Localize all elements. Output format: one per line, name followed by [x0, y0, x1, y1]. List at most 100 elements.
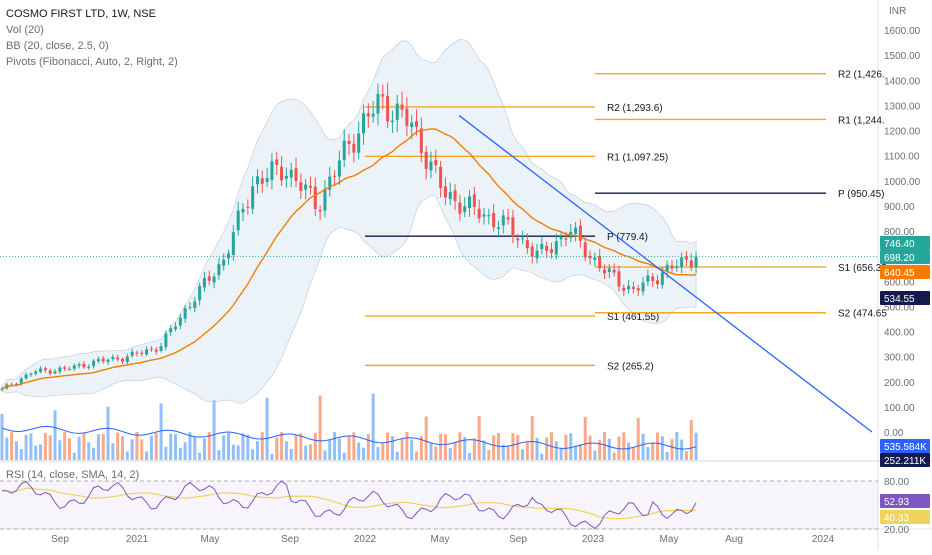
volume-bar-111 — [535, 437, 539, 460]
candle-body-39 — [188, 306, 192, 308]
candle-body-136 — [656, 280, 660, 285]
volume-bar-141 — [680, 439, 684, 460]
candle-body-61 — [294, 168, 298, 181]
volume-bar-13 — [63, 432, 67, 460]
volume-bar-48 — [231, 444, 235, 460]
volume-bar-32 — [154, 432, 158, 460]
candle-body-38 — [183, 308, 187, 319]
candle-body-52 — [251, 186, 255, 209]
price-badge-0-bg — [880, 236, 930, 250]
volume-bar-34 — [164, 446, 168, 460]
candle-body-65 — [313, 186, 317, 210]
candle-body-42 — [202, 277, 206, 288]
volume-bar-61 — [294, 434, 298, 460]
volume-bar-69 — [333, 432, 337, 460]
volume-bar-39 — [188, 432, 192, 460]
candle-body-81 — [390, 120, 394, 122]
candle-body-70 — [337, 160, 341, 177]
y-tick-5: 1100.00 — [884, 152, 920, 163]
candle-body-123 — [593, 257, 597, 260]
volume-bar-131 — [631, 447, 635, 460]
pivot-old-label-0: R2 (1,293.6) — [607, 103, 663, 114]
candle-body-95 — [458, 202, 462, 214]
candle-body-54 — [260, 178, 264, 184]
volume-bar-135 — [651, 443, 655, 460]
candle-body-34 — [164, 333, 168, 348]
volume-bar-92 — [443, 434, 447, 460]
volume-bar-107 — [516, 434, 520, 460]
pivot-new-label-4: S2 (474.65 — [838, 309, 887, 320]
volume-bar-86 — [415, 451, 419, 460]
candle-body-103 — [496, 227, 500, 230]
volume-bar-71 — [342, 452, 346, 460]
volume-bar-97 — [468, 452, 472, 460]
rsi-legend: RSI (14, close, SMA, 14, 2) — [6, 469, 140, 481]
volume-badge-0-bg — [880, 439, 930, 453]
bollinger-basis — [1, 128, 697, 390]
volume-bar-31 — [149, 436, 153, 460]
candle-body-105 — [506, 217, 510, 220]
candle-body-116 — [559, 236, 563, 240]
candle-body-108 — [521, 238, 525, 240]
volume-bar-105 — [506, 445, 510, 460]
candle-body-49 — [236, 210, 240, 231]
candle-body-76 — [366, 113, 370, 117]
volume-bar-17 — [82, 432, 86, 460]
rsi-ma-line — [1, 487, 697, 520]
candle-body-139 — [670, 265, 674, 269]
candle-body-126 — [607, 268, 611, 272]
volume-bar-118 — [569, 433, 573, 460]
volume-bar-139 — [670, 439, 674, 460]
volume-bar-70 — [337, 438, 341, 460]
candle-body-56 — [270, 161, 274, 180]
volume-bar-78 — [376, 446, 380, 460]
candle-body-99 — [477, 208, 481, 219]
volume-bar-36 — [174, 434, 178, 460]
volume-bar-115 — [554, 441, 558, 460]
volume-bar-119 — [574, 445, 578, 460]
volume-bar-144 — [694, 432, 698, 460]
volume-bar-121 — [583, 416, 587, 460]
candle-body-82 — [395, 103, 399, 120]
candle-body-77 — [371, 113, 375, 117]
volume-bar-25 — [121, 436, 124, 460]
volume-bar-41 — [198, 452, 202, 460]
volume-bar-42 — [202, 438, 206, 460]
candle-body-59 — [284, 175, 288, 179]
volume-badge-0: 535.584K — [884, 442, 927, 453]
y-tick-2: 1400.00 — [884, 76, 921, 87]
candle-body-58 — [280, 166, 284, 181]
candle-body-32 — [154, 349, 158, 352]
candle-body-130 — [627, 285, 631, 290]
legend-volume: Vol (20) — [6, 24, 44, 36]
candle-body-98 — [472, 194, 476, 207]
candle-body-117 — [564, 238, 568, 240]
pivot-new-label-3: S1 (656.35 — [838, 263, 887, 274]
candle-body-23 — [111, 356, 115, 360]
volume-bar-83 — [400, 439, 404, 460]
volume-bar-77 — [371, 393, 375, 460]
volume-bar-29 — [140, 439, 144, 460]
volume-bar-57 — [275, 437, 279, 460]
candle-body-88 — [424, 151, 428, 169]
price-badge-2-bg — [880, 265, 930, 279]
x-label-10: 2024 — [812, 534, 835, 545]
candle-body-8 — [39, 368, 43, 372]
volume-bar-28 — [135, 432, 139, 460]
candle-body-66 — [318, 209, 322, 212]
legend-bollinger: BB (20, close, 2.5, 0) — [6, 40, 109, 52]
volume-bar-90 — [434, 446, 438, 460]
candle-body-132 — [636, 288, 640, 291]
volume-bar-3 — [14, 441, 18, 460]
candle-body-127 — [612, 269, 616, 273]
volume-bar-43 — [207, 432, 211, 460]
pivot-new-label-1: R1 (1,244. — [838, 115, 885, 126]
candle-body-101 — [487, 214, 491, 217]
volume-bar-89 — [429, 443, 433, 460]
candle-body-27 — [130, 351, 134, 356]
volume-bar-47 — [227, 432, 231, 460]
volume-bar-79 — [381, 443, 385, 460]
y-tick-1: 1500.00 — [884, 51, 921, 62]
